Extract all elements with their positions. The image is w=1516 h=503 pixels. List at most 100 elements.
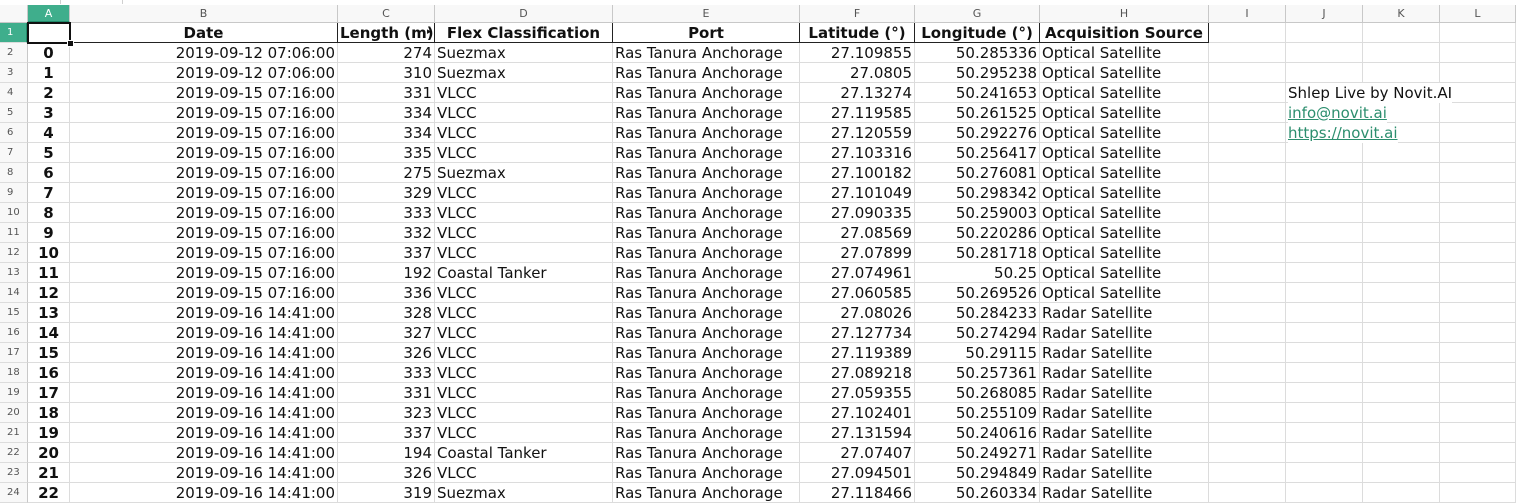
header-cell-f[interactable]: Latitude (°) — [800, 23, 915, 43]
column-header-d[interactable]: D — [435, 5, 613, 23]
empty-cell[interactable] — [1209, 143, 1286, 163]
table-cell[interactable]: Ras Tanura Anchorage — [613, 223, 800, 243]
table-cell[interactable]: Suezmax — [435, 63, 613, 83]
empty-cell[interactable] — [1286, 423, 1363, 443]
table-cell[interactable]: 18 — [28, 403, 70, 423]
header-cell-d[interactable]: Flex Classification — [435, 23, 613, 43]
table-cell[interactable]: 50.269526 — [915, 283, 1040, 303]
table-cell[interactable]: Optical Satellite — [1040, 203, 1209, 223]
row-header-13[interactable]: 13 — [0, 263, 28, 283]
table-cell[interactable]: 50.25 — [915, 263, 1040, 283]
table-cell[interactable]: Suezmax — [435, 163, 613, 183]
table-cell[interactable]: VLCC — [435, 143, 613, 163]
table-cell[interactable]: Ras Tanura Anchorage — [613, 63, 800, 83]
empty-cell[interactable] — [1363, 183, 1440, 203]
column-header-a[interactable]: A — [28, 5, 70, 23]
table-cell[interactable]: 10 — [28, 243, 70, 263]
empty-cell[interactable] — [1440, 283, 1516, 303]
empty-cell[interactable] — [1363, 223, 1440, 243]
table-cell[interactable]: 2019-09-15 07:16:00 — [70, 143, 338, 163]
table-cell[interactable]: Optical Satellite — [1040, 283, 1209, 303]
empty-cell[interactable] — [1286, 163, 1363, 183]
table-cell[interactable]: Ras Tanura Anchorage — [613, 83, 800, 103]
empty-cell[interactable] — [1209, 403, 1286, 423]
table-cell[interactable]: 27.089218 — [800, 363, 915, 383]
table-cell[interactable]: 194 — [338, 443, 435, 463]
empty-cell[interactable] — [1286, 483, 1363, 503]
table-cell[interactable]: 2019-09-15 07:16:00 — [70, 83, 338, 103]
table-cell[interactable]: 50.268085 — [915, 383, 1040, 403]
table-cell[interactable]: 337 — [338, 423, 435, 443]
table-cell[interactable]: Optical Satellite — [1040, 63, 1209, 83]
table-cell[interactable]: 2019-09-15 07:16:00 — [70, 243, 338, 263]
table-cell[interactable]: 27.060585 — [800, 283, 915, 303]
table-cell[interactable]: Ras Tanura Anchorage — [613, 283, 800, 303]
table-cell[interactable]: 2019-09-16 14:41:00 — [70, 483, 338, 503]
empty-cell[interactable] — [1363, 423, 1440, 443]
empty-cell[interactable] — [1363, 483, 1440, 503]
empty-cell[interactable] — [1209, 283, 1286, 303]
empty-cell[interactable] — [1286, 23, 1363, 43]
column-header-g[interactable]: G — [915, 5, 1040, 23]
table-cell[interactable]: Radar Satellite — [1040, 403, 1209, 423]
empty-cell[interactable] — [1286, 223, 1363, 243]
table-cell[interactable]: 12 — [28, 283, 70, 303]
row-header-19[interactable]: 19 — [0, 383, 28, 403]
table-cell[interactable]: VLCC — [435, 183, 613, 203]
table-cell[interactable]: Optical Satellite — [1040, 143, 1209, 163]
contact-email-link[interactable]: info@novit.ai — [1288, 103, 1387, 123]
table-cell[interactable]: 27.131594 — [800, 423, 915, 443]
table-cell[interactable]: 20 — [28, 443, 70, 463]
row-header-5[interactable]: 5 — [0, 103, 28, 123]
row-header-15[interactable]: 15 — [0, 303, 28, 323]
empty-cell[interactable] — [1209, 343, 1286, 363]
table-cell[interactable]: Coastal Tanker — [435, 443, 613, 463]
empty-cell[interactable] — [1440, 363, 1516, 383]
row-header-11[interactable]: 11 — [0, 223, 28, 243]
empty-cell[interactable] — [1440, 343, 1516, 363]
row-header-12[interactable]: 12 — [0, 243, 28, 263]
column-header-b[interactable]: B — [70, 5, 338, 23]
column-header-j[interactable]: J — [1286, 5, 1363, 23]
empty-cell[interactable] — [1209, 463, 1286, 483]
table-cell[interactable]: VLCC — [435, 343, 613, 363]
table-cell[interactable]: Suezmax — [435, 43, 613, 63]
table-cell[interactable]: 2019-09-16 14:41:00 — [70, 343, 338, 363]
empty-cell[interactable] — [1209, 303, 1286, 323]
table-cell[interactable]: 50.256417 — [915, 143, 1040, 163]
empty-cell[interactable] — [1363, 443, 1440, 463]
table-cell[interactable]: Optical Satellite — [1040, 43, 1209, 63]
table-cell[interactable]: 2019-09-16 14:41:00 — [70, 323, 338, 343]
table-cell[interactable]: 27.101049 — [800, 183, 915, 203]
table-cell[interactable]: 2 — [28, 83, 70, 103]
table-cell[interactable]: Ras Tanura Anchorage — [613, 383, 800, 403]
empty-cell[interactable] — [1209, 483, 1286, 503]
table-cell[interactable]: 27.119585 — [800, 103, 915, 123]
empty-cell[interactable] — [1363, 383, 1440, 403]
table-cell[interactable]: 333 — [338, 363, 435, 383]
row-header-20[interactable]: 20 — [0, 403, 28, 423]
table-cell[interactable]: 27.07407 — [800, 443, 915, 463]
table-cell[interactable]: 50.285336 — [915, 43, 1040, 63]
table-cell[interactable]: 27.120559 — [800, 123, 915, 143]
empty-cell[interactable] — [1286, 263, 1363, 283]
table-cell[interactable]: Radar Satellite — [1040, 323, 1209, 343]
empty-cell[interactable] — [1286, 283, 1363, 303]
table-cell[interactable]: Ras Tanura Anchorage — [613, 123, 800, 143]
table-cell[interactable]: 2019-09-16 14:41:00 — [70, 363, 338, 383]
table-cell[interactable]: 50.284233 — [915, 303, 1040, 323]
table-cell[interactable]: 21 — [28, 463, 70, 483]
table-cell[interactable]: VLCC — [435, 83, 613, 103]
empty-cell[interactable] — [1209, 223, 1286, 243]
table-cell[interactable]: 6 — [28, 163, 70, 183]
row-header-9[interactable]: 9 — [0, 183, 28, 203]
empty-cell[interactable] — [1209, 163, 1286, 183]
table-cell[interactable]: 2019-09-15 07:16:00 — [70, 183, 338, 203]
empty-cell[interactable] — [1440, 243, 1516, 263]
table-cell[interactable]: Ras Tanura Anchorage — [613, 363, 800, 383]
empty-cell[interactable] — [1440, 263, 1516, 283]
empty-cell[interactable] — [1440, 183, 1516, 203]
table-cell[interactable]: 3 — [28, 103, 70, 123]
table-cell[interactable]: 7 — [28, 183, 70, 203]
table-cell[interactable]: 50.292276 — [915, 123, 1040, 143]
